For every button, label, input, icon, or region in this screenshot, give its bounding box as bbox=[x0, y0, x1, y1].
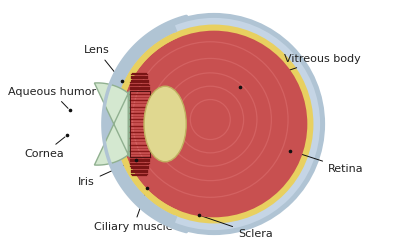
Text: Iris: Iris bbox=[78, 161, 134, 187]
Polygon shape bbox=[103, 21, 177, 227]
Text: Lens: Lens bbox=[84, 45, 120, 79]
Text: Sclera: Sclera bbox=[202, 216, 273, 239]
Text: Vitreous body: Vitreous body bbox=[243, 54, 361, 86]
Text: Retina: Retina bbox=[293, 151, 364, 174]
Ellipse shape bbox=[103, 13, 325, 235]
Ellipse shape bbox=[108, 18, 320, 230]
Ellipse shape bbox=[114, 25, 314, 223]
Ellipse shape bbox=[121, 31, 307, 217]
Text: Cornea: Cornea bbox=[24, 137, 65, 159]
Polygon shape bbox=[94, 83, 130, 165]
Polygon shape bbox=[114, 33, 177, 215]
Text: Aqueous humor: Aqueous humor bbox=[8, 87, 96, 108]
Ellipse shape bbox=[144, 86, 186, 162]
Text: Ciliary muscle: Ciliary muscle bbox=[94, 191, 173, 232]
